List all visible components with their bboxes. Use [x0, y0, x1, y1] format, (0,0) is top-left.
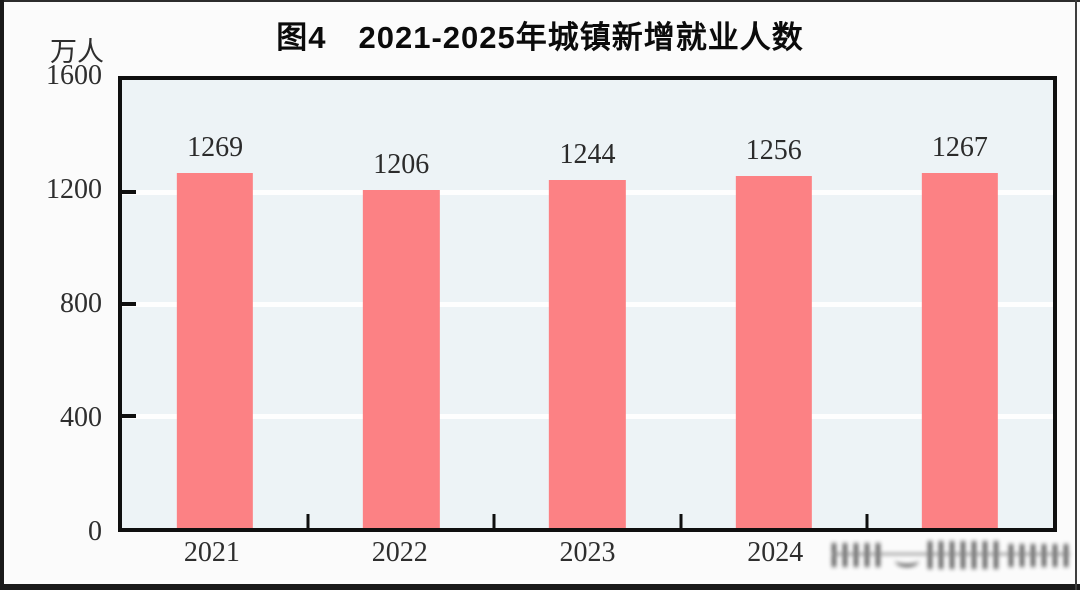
chart-title: 图4 2021-2025年城镇新增就业人数	[276, 20, 804, 55]
blurred-watermark	[832, 539, 1070, 571]
x-tick-mark-1	[306, 514, 310, 528]
x-axis-tick-labels: 2021 2022 2023 2024	[118, 539, 1057, 575]
bar-value-label-2021: 1269	[187, 131, 244, 163]
y-axis-tick-labels: 0 400 800 1200 1600	[0, 62, 102, 546]
bar-column-2022: 1206	[308, 80, 494, 528]
y-tick-label-400: 400	[60, 402, 102, 433]
screen-edge-bottom	[0, 584, 1080, 590]
bar-2021	[176, 172, 254, 528]
screen-edge-right	[1075, 0, 1077, 590]
bar-2022	[363, 190, 440, 528]
y-tick-label-1600: 1600	[46, 60, 102, 91]
plot-area: 1269 1206 1244 1256 1267	[118, 76, 1057, 532]
x-tick-label-2021: 2021	[183, 537, 240, 568]
x-tick-label-2024: 2024	[747, 537, 804, 568]
screen-edge-left	[0, 0, 4, 590]
screen-edge-top	[0, 0, 1080, 2]
y-tick-label-1200: 1200	[46, 174, 102, 205]
x-tick-mark-2	[492, 514, 496, 528]
watermark-smudge-segment	[832, 543, 886, 567]
bar-value-label-2024: 1256	[745, 135, 802, 167]
watermark-smudge-segment	[1009, 543, 1069, 567]
bar-2025	[921, 173, 999, 528]
bar-value-label-2025: 1267	[931, 132, 988, 164]
x-tick-mark-4	[865, 514, 869, 528]
x-tick-label-2023: 2023	[559, 537, 616, 568]
bar-column-2023: 1244	[494, 80, 680, 528]
bar-value-label-2022: 1206	[373, 149, 430, 181]
bar-2023	[549, 179, 626, 528]
watermark-arc-smudge	[895, 554, 919, 567]
x-tick-mark-3	[679, 514, 683, 528]
y-tick-label-0: 0	[88, 516, 102, 547]
bar-2024	[735, 176, 812, 528]
bar-column-2025: 1267	[867, 80, 1053, 528]
y-tick-label-800: 800	[60, 288, 102, 319]
bar-column-2024: 1256	[681, 80, 867, 528]
y-axis-unit-label: 万人	[50, 37, 104, 67]
bar-column-2021: 1269	[122, 80, 308, 528]
bar-value-label-2023: 1244	[559, 138, 616, 170]
watermark-smudge-segment	[928, 541, 1000, 569]
y-tick-mark-1200	[122, 190, 136, 194]
x-tick-label-2022: 2022	[371, 537, 428, 568]
y-tick-mark-800	[122, 302, 136, 306]
y-tick-mark-400	[122, 414, 136, 418]
